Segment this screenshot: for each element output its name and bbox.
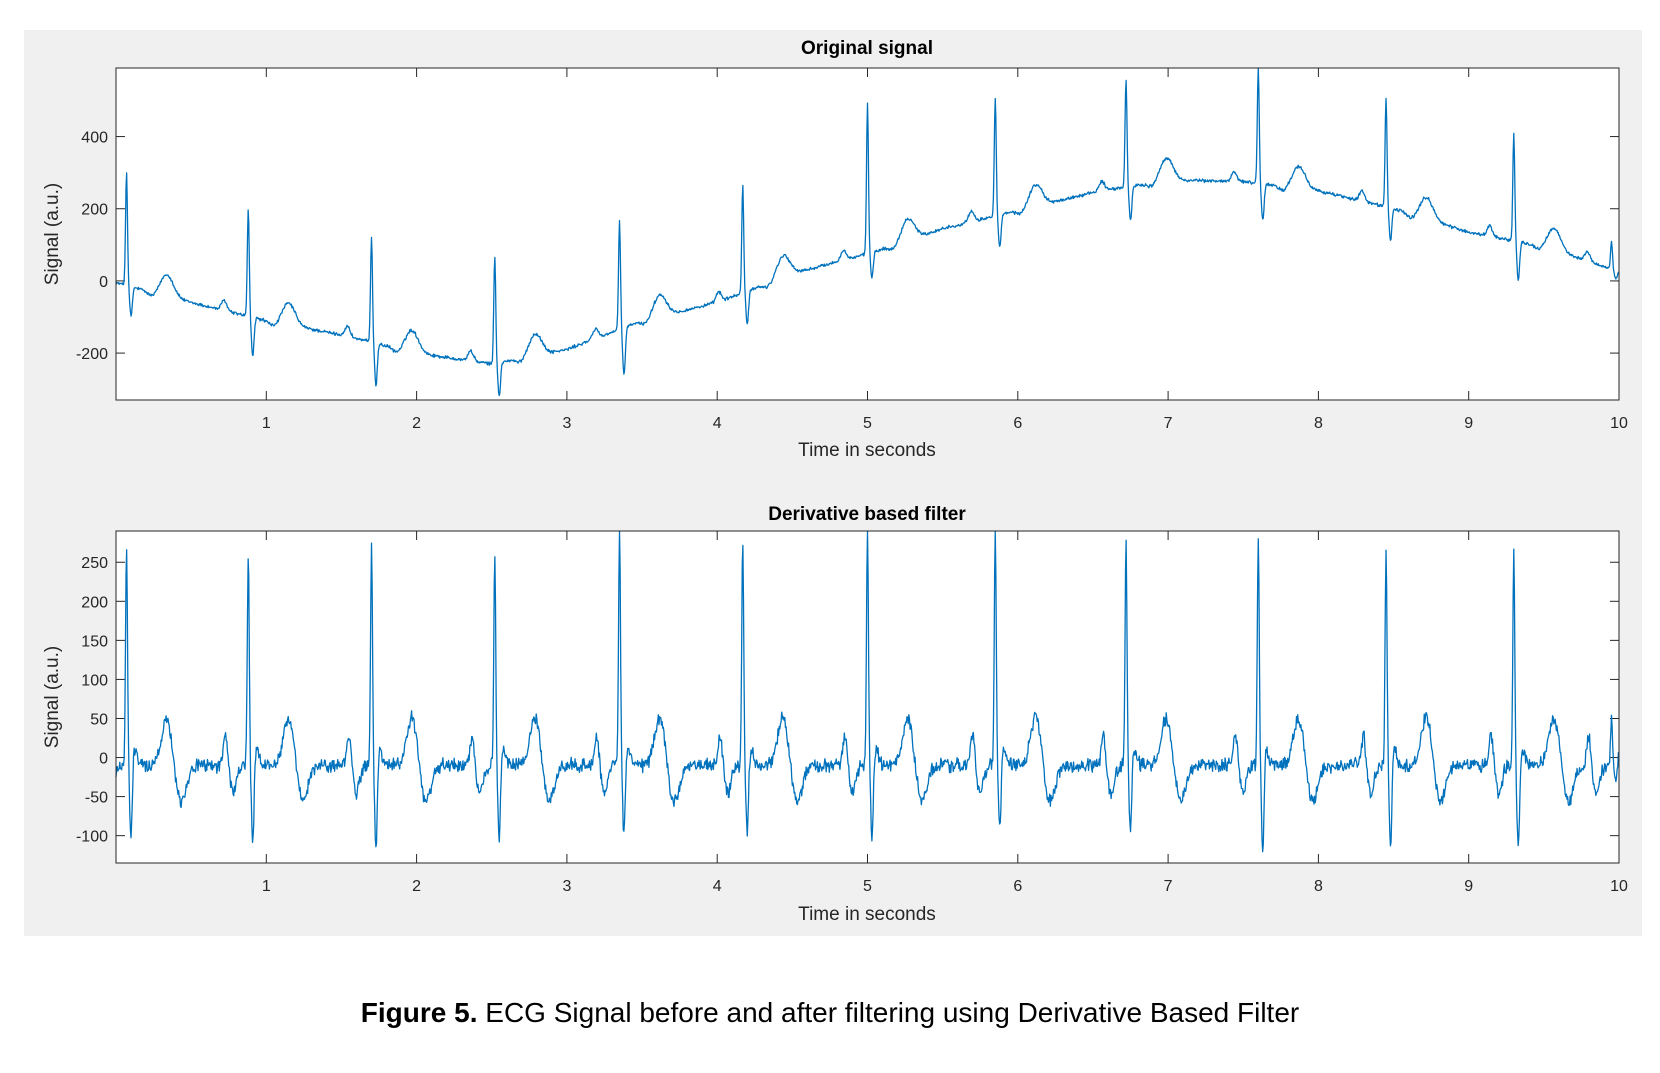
x-tick-label: 6 (1013, 415, 1022, 432)
x-tick-label: 2 (412, 878, 421, 895)
x-tick-label: 3 (562, 415, 571, 432)
x-tick-label: 7 (1164, 415, 1173, 432)
x-tick-label: 8 (1314, 415, 1323, 432)
x-tick-label: 6 (1013, 878, 1022, 895)
chart-title: Derivative based filter (768, 504, 966, 525)
y-axis-label: Signal (a.u.) (42, 183, 63, 285)
y-tick-label: 100 (81, 672, 108, 689)
plot-border (115, 530, 1620, 864)
y-tick-label: -50 (85, 790, 108, 807)
y-tick-label: 0 (99, 751, 108, 768)
x-tick-label: 9 (1464, 415, 1473, 432)
x-tick-label: 9 (1464, 878, 1473, 895)
x-axis-label: Time in seconds (798, 904, 936, 925)
x-tick-label: 8 (1314, 878, 1323, 895)
y-axis-label: Signal (a.u.) (42, 646, 63, 748)
x-tick-label: 1 (262, 878, 271, 895)
y-tick-label: 150 (81, 633, 108, 650)
axis-ticks: 1 2 3 4 5 6 7 8 9 10 -100 -50 0 50 100 150 200 250 (76, 531, 1628, 895)
axis-ticks: 1 2 3 4 5 6 7 8 9 10 -200 0 200 400 (76, 68, 1628, 432)
chart-derivative-based-filter: Derivative based filter 1 2 3 4 5 6 7 8 9 10 -100 -… (42, 504, 1628, 925)
x-tick-label: 5 (863, 878, 872, 895)
x-tick-label: 4 (713, 878, 722, 895)
x-tick-label: 10 (1610, 415, 1628, 432)
y-tick-label: -100 (76, 829, 108, 846)
plot-area (116, 531, 1619, 863)
caption-text: ECG Signal before and after filtering us… (477, 997, 1300, 1028)
x-axis-label: Time in seconds (798, 440, 936, 461)
x-tick-label: 10 (1610, 878, 1628, 895)
chart-original-signal: Original signal 1 2 3 4 5 6 7 8 9 10 -200 0 200 400 T… (42, 38, 1628, 461)
plot-border (115, 67, 1620, 401)
y-tick-label: -200 (76, 346, 108, 363)
x-tick-label: 2 (412, 415, 421, 432)
y-tick-label: 50 (90, 711, 108, 728)
y-tick-label: 400 (81, 130, 108, 147)
y-tick-label: 250 (81, 555, 108, 572)
x-tick-label: 5 (863, 415, 872, 432)
y-tick-label: 200 (81, 202, 108, 219)
x-tick-label: 1 (262, 415, 271, 432)
y-tick-label: 200 (81, 594, 108, 611)
y-tick-label: 0 (99, 274, 108, 291)
figure-caption: Figure 5. ECG Signal before and after fi… (0, 997, 1660, 1029)
x-tick-label: 7 (1164, 878, 1173, 895)
chart-title: Original signal (801, 38, 933, 59)
x-tick-label: 4 (713, 415, 722, 432)
figure-label: Figure 5. (360, 997, 478, 1028)
series-line-original-signal (115, 67, 1620, 397)
x-tick-label: 3 (562, 878, 571, 895)
